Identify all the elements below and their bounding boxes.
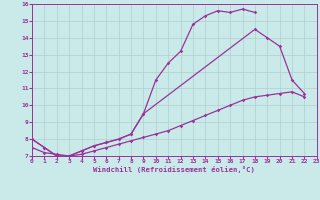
X-axis label: Windchill (Refroidissement éolien,°C): Windchill (Refroidissement éolien,°C) <box>93 166 255 173</box>
